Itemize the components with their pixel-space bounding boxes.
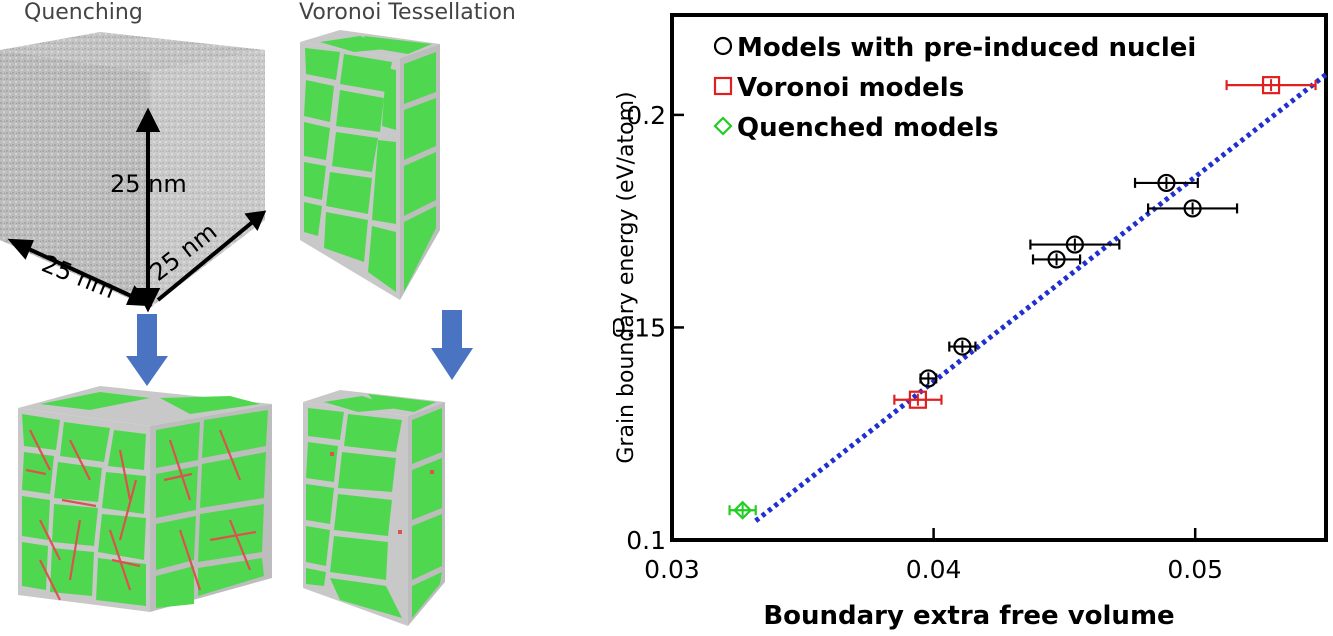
legend-marker-circle [713,36,733,56]
data-point-circle [1157,173,1176,193]
y-axis-label: Grain boundary energy (eV/atom) [614,91,639,463]
voronoi-result-cube [303,390,445,626]
series-2 [728,500,757,520]
quenched-result-cube [18,386,272,612]
plot-area: 0.03 0.04 0.05 0.1 0.15 0.2 Boundary extra fre… [613,13,1328,631]
voronoi-label: Voronoi Tessellation [299,0,516,25]
y-tick-label: 0.15 [613,313,666,342]
data-point-square [1261,76,1281,95]
voronoi-cube [300,30,440,300]
process-arrow-left [126,314,168,386]
amorphous-cube [0,32,267,313]
quenching-label: Quenching [24,0,143,25]
legend-label: Voronoi models [737,73,964,103]
legend-label: Quenched models [737,113,999,143]
chart: 0.03 0.04 0.05 0.1 0.15 0.2 Boundary extra fre… [613,13,1328,631]
y-tick-label: 0.1 [626,526,666,555]
legend-label: Models with pre-induced nuclei [737,33,1196,63]
data-point-circle [1047,250,1066,269]
y-tick-label: 0.2 [626,101,666,130]
x-tick-label: 0.05 [1167,555,1223,584]
data-point-circle [919,369,938,388]
process-arrow-right [431,310,473,380]
data-point-circle [953,337,972,356]
data-point-circle [1065,235,1084,254]
x-tick-label: 0.03 [644,555,700,584]
series-1 [893,76,1317,409]
data-point-circle [1183,199,1202,218]
series-0 [919,173,1239,388]
legend: Models with pre-induced nuclei Voronoi mo… [713,33,1196,143]
x-axis-label: Boundary extra free volume [763,601,1174,631]
x-tick-label: 0.04 [906,555,962,584]
plot-frame [670,13,1328,542]
legend-marker-diamond [713,116,733,136]
fit-line [754,72,1328,523]
data-point-square [908,390,928,409]
data-point-diamond [733,500,753,520]
illustration-panel: 25 nm 25 nm 25 nm [0,30,473,626]
legend-marker-square [713,76,733,96]
dim-vertical-label: 25 nm [110,170,187,198]
